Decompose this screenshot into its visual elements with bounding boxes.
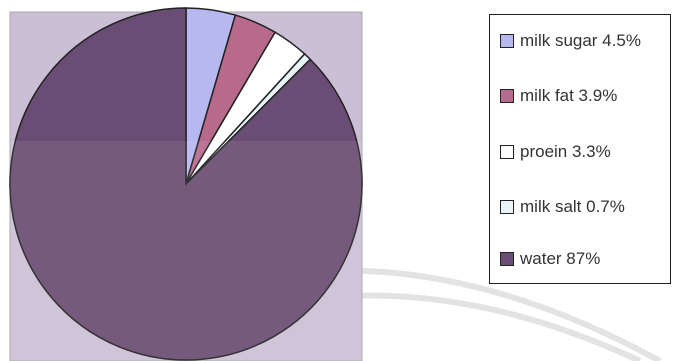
legend-item-4: milk salt 0.7% [500,197,625,217]
plot-shade-band [10,141,362,361]
legend-label-5: water 87% [520,249,601,268]
legend-label-2: milk fat 3.9% [520,86,618,105]
legend-swatch-3 [500,145,514,159]
pie-slice-5 [9,7,363,361]
legend-item-5: water 87% [500,249,600,269]
legend-label-1: milk sugar 4.5% [520,31,641,50]
pie-slices [9,7,363,361]
legend-item-1: milk sugar 4.5% [500,31,641,51]
legend-swatch-5 [500,252,514,266]
legend-label-3: proein 3.3% [520,142,611,161]
legend-label-4: milk salt 0.7% [520,197,625,216]
legend-item-2: milk fat 3.9% [500,86,617,106]
legend-swatch-4 [500,200,514,214]
legend-swatch-2 [500,89,514,103]
legend: milk sugar 4.5% milk fat 3.9% proein 3.3% m… [489,14,671,284]
legend-item-3: proein 3.3% [500,142,611,162]
legend-swatch-1 [500,34,514,48]
